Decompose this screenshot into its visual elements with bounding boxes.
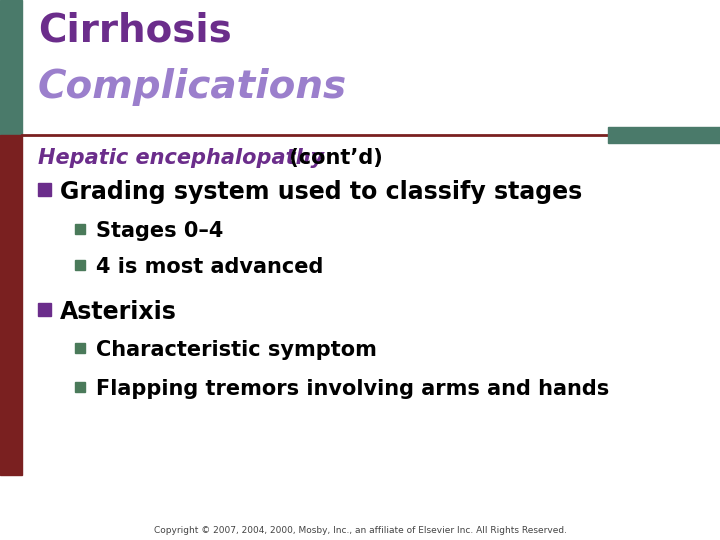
Bar — [75, 343, 85, 353]
Text: Asterixis: Asterixis — [60, 300, 177, 324]
Bar — [0, 0, 22, 135]
Bar — [75, 224, 85, 234]
Text: Flapping tremors involving arms and hands: Flapping tremors involving arms and hand… — [96, 379, 609, 399]
Text: Complications: Complications — [38, 68, 347, 106]
Text: Characteristic symptom: Characteristic symptom — [96, 340, 377, 360]
Text: Hepatic encephalopathy: Hepatic encephalopathy — [38, 148, 324, 168]
Bar — [38, 183, 51, 196]
Text: 4 is most advanced: 4 is most advanced — [96, 257, 323, 277]
Bar — [75, 382, 85, 392]
Bar — [608, 127, 720, 143]
Bar — [0, 135, 22, 475]
Text: (cont’d): (cont’d) — [282, 148, 383, 168]
Bar — [75, 260, 85, 270]
Bar — [38, 303, 51, 316]
Text: Copyright © 2007, 2004, 2000, Mosby, Inc., an affiliate of Elsevier Inc. All Rig: Copyright © 2007, 2004, 2000, Mosby, Inc… — [153, 526, 567, 535]
Text: Stages 0–4: Stages 0–4 — [96, 221, 223, 241]
Text: Grading system used to classify stages: Grading system used to classify stages — [60, 180, 582, 204]
Text: Cirrhosis: Cirrhosis — [38, 12, 232, 50]
